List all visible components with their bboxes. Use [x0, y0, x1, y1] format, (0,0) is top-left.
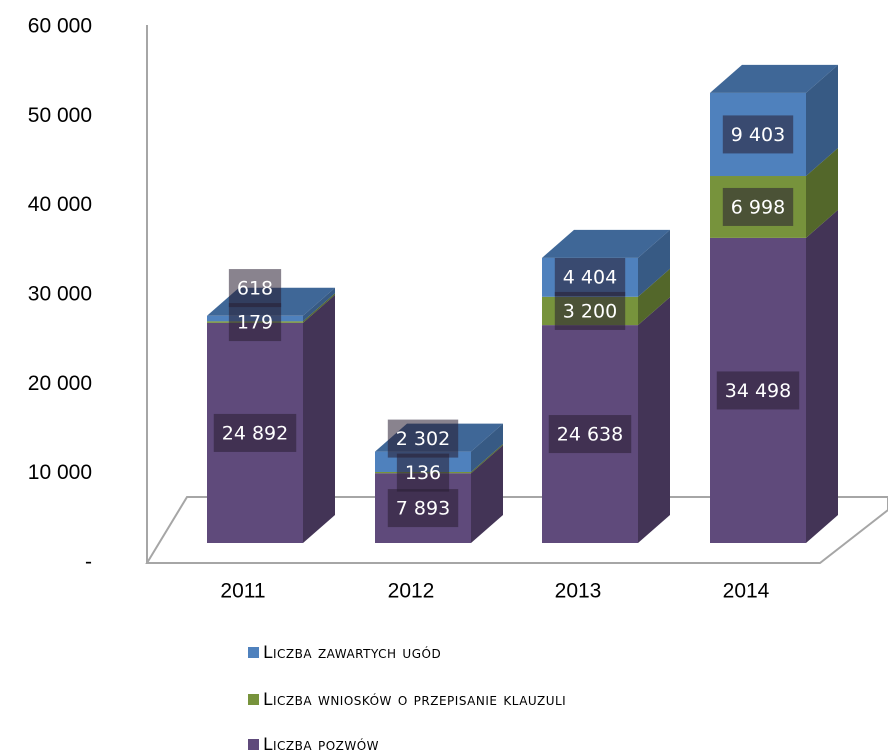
- value-label-box: [228, 269, 282, 308]
- bar-side: [638, 297, 670, 543]
- value-label-box: [387, 489, 459, 528]
- bar-side: [303, 293, 335, 323]
- value-label-box: [722, 187, 794, 226]
- value-label: 9 403: [731, 124, 785, 146]
- value-label-box: [554, 257, 626, 296]
- bar-side: [638, 268, 670, 326]
- value-label-box: [722, 115, 794, 154]
- y-tick-label: 40 000: [28, 193, 92, 216]
- bar-side: [303, 294, 335, 543]
- bar-side: [303, 287, 335, 322]
- legend-swatch: [248, 694, 259, 705]
- value-label-box: [548, 415, 632, 454]
- legend-label: Liczba pozwów: [263, 735, 379, 754]
- value-label-box: [228, 303, 282, 342]
- y-tick-label: -: [85, 551, 92, 574]
- x-tick-label: 2012: [388, 580, 435, 603]
- value-label-box: [213, 413, 297, 452]
- value-label: 136: [405, 462, 441, 484]
- x-tick-label: 2011: [220, 580, 265, 603]
- value-label: 6 998: [731, 196, 785, 218]
- value-label: 3 200: [563, 300, 617, 322]
- legend-label: Liczba zawartych ugód: [263, 643, 441, 663]
- legend-swatch: [248, 647, 259, 658]
- legend-swatch: [248, 739, 259, 750]
- bar-side: [471, 423, 503, 472]
- value-label: 2 302: [396, 428, 450, 450]
- value-label-box: [396, 453, 450, 492]
- y-tick-label: 60 000: [28, 15, 92, 38]
- y-tick-label: 30 000: [28, 283, 92, 306]
- value-label: 618: [237, 278, 273, 300]
- value-label: 4 404: [563, 266, 617, 288]
- bar-side: [471, 445, 503, 543]
- bar-side: [471, 443, 503, 474]
- bar-side: [638, 229, 670, 297]
- value-label: 179: [237, 312, 273, 334]
- floor: [145, 496, 888, 564]
- bar-top: [542, 229, 670, 258]
- value-label: 34 498: [725, 380, 791, 402]
- y-tick-label: 20 000: [28, 372, 92, 395]
- value-label: 24 892: [222, 422, 288, 444]
- bar-side: [806, 148, 838, 238]
- x-tick-label: 2014: [723, 580, 770, 603]
- x-tick-label: 2013: [555, 580, 602, 603]
- value-label-box: [716, 371, 800, 410]
- value-label-box: [554, 291, 626, 330]
- value-label: 24 638: [557, 424, 623, 446]
- value-label: 7 893: [396, 498, 450, 520]
- bar-side: [806, 209, 838, 543]
- y-tick-label: 10 000: [28, 461, 92, 484]
- bar-top: [710, 64, 838, 93]
- legend-label: Liczba wniosków o przepisanie klauzuli: [263, 690, 566, 710]
- value-label-box: [387, 419, 459, 458]
- bar-side: [806, 64, 838, 177]
- y-tick-label: 50 000: [28, 104, 92, 127]
